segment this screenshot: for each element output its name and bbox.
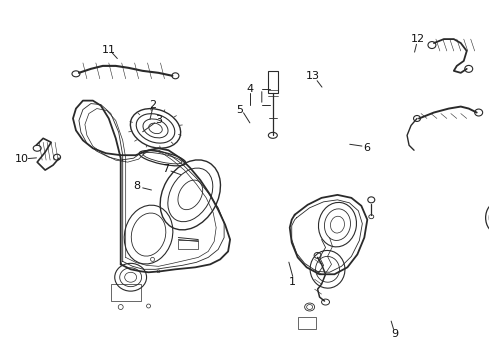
Bar [178, 239, 198, 249]
Text: 8: 8 [133, 181, 141, 192]
Text: 3: 3 [155, 115, 162, 125]
Text: 13: 13 [306, 71, 320, 81]
Text: 5: 5 [237, 105, 244, 115]
Bar [111, 284, 141, 301]
Text: 2: 2 [149, 100, 156, 110]
Text: 6: 6 [363, 143, 370, 153]
Text: 12: 12 [411, 34, 425, 44]
Bar [298, 317, 316, 329]
Text: 4: 4 [246, 84, 253, 94]
Text: 11: 11 [101, 45, 116, 55]
Text: 1: 1 [289, 277, 296, 287]
Text: 10: 10 [15, 154, 29, 164]
Bar [268, 71, 278, 93]
Text: 9: 9 [392, 329, 399, 339]
Text: 7: 7 [163, 164, 170, 174]
